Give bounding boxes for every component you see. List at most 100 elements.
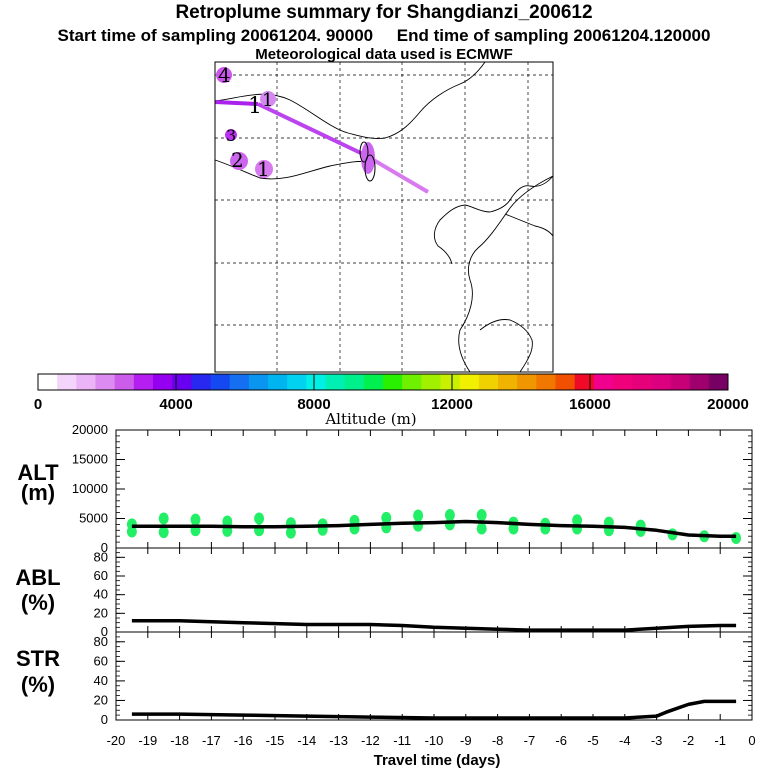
plume-label: 1 (262, 90, 273, 111)
colorbar-swatch (363, 374, 384, 390)
start-time-label: Start time of sampling 20061204. 90000 (57, 26, 374, 45)
y-tick-label: 20 (94, 692, 108, 707)
colorbar-swatch (191, 374, 211, 390)
colorbar-tick-label: 4000 (159, 396, 192, 413)
colorbar-frame (37, 373, 729, 391)
x-tick-label: -20 (107, 733, 126, 748)
plume-track-mid (257, 102, 366, 157)
panel-abl: 0 20 40 60 80 ABL(%) (15, 547, 753, 639)
colorbar-tick-label: 8000 (297, 396, 330, 413)
scatter-point (158, 526, 169, 539)
y-tick-label: 40 (94, 673, 108, 688)
plume-marker (230, 152, 248, 170)
colorbar-tick-label: 20000 (707, 396, 749, 413)
scatter-point (444, 508, 455, 521)
colorbar-swatch (344, 374, 365, 390)
met-data-subtitle: Meteorological data used is ECMWF (255, 46, 513, 63)
x-tick-label: -7 (524, 733, 536, 748)
y-tick-label: 80 (94, 549, 108, 564)
colorbar-swatch (574, 374, 595, 390)
x-tick-label: -6 (555, 733, 567, 748)
colorbar-swatch (210, 374, 231, 390)
plume-source-contour (364, 154, 376, 182)
y-tick-label: 60 (94, 653, 108, 668)
panel-frame (115, 547, 753, 633)
x-tick-label: -15 (266, 733, 285, 748)
scatter-point (285, 526, 296, 539)
colorbar-swatch (536, 374, 556, 390)
y-tick-label: 0 (101, 540, 108, 555)
plume-marker (216, 67, 232, 83)
colorbar-swatch (498, 374, 518, 390)
scatter-point (731, 531, 742, 544)
y-axis-label: ALT (17, 460, 59, 485)
plume-map: 4 3 2 1 1 1 (214, 61, 554, 373)
colorbar-swatch (555, 374, 576, 390)
plume-track-lower (363, 153, 430, 194)
panel-str: 0 20 40 60 80 STR(%) (16, 631, 753, 727)
altitude-colorbar: 0 4000 8000 12000 16000 20000 (34, 373, 749, 413)
x-tick-label: -16 (234, 733, 253, 748)
scatter-point (126, 518, 137, 531)
colorbar-swatch (670, 374, 691, 390)
colorbar-swatch (229, 374, 250, 390)
colorbar-tick-label: 16000 (569, 396, 611, 413)
chart-title: Retroplume summary for Shangdianzi_20061… (175, 2, 593, 23)
plume-marker (260, 91, 276, 107)
colorbar-swatch (76, 374, 96, 390)
scatter-point (572, 514, 583, 527)
plume-label: 2 (231, 148, 244, 172)
colorbar-label: Altitude (m) (324, 410, 416, 428)
plume-source-contour (359, 141, 369, 163)
scatter-point (476, 522, 487, 535)
map-coastline-peninsula (433, 175, 554, 265)
colorbar-swatch (287, 374, 307, 390)
x-tick-label: -9 (460, 733, 472, 748)
colorbar-swatch (421, 374, 441, 390)
scatter-point (222, 515, 233, 528)
y-tick-label: 60 (94, 568, 108, 583)
y-tick-label: 20 (94, 605, 108, 620)
x-tick-label: -18 (170, 733, 189, 748)
y-tick-label: 10000 (72, 481, 108, 496)
colorbar-swatch (708, 374, 729, 390)
map-frame (214, 61, 554, 373)
plume-label: 1 (248, 94, 262, 119)
x-tick-label: -10 (425, 733, 444, 748)
y-tick-label: 80 (94, 634, 108, 649)
colorbar-swatch (440, 374, 461, 390)
x-tick-label: -3 (651, 733, 663, 748)
colorbar-swatch (248, 374, 269, 390)
y-tick-label: 40 (94, 587, 108, 602)
x-tick-label: 0 (748, 733, 755, 748)
colorbar-swatch (325, 374, 346, 390)
plume-label: 4 (218, 63, 231, 87)
x-tick-label: -11 (393, 733, 411, 748)
colorbar-swatch (95, 374, 116, 390)
end-time-label: End time of sampling 20061204.120000 (396, 26, 711, 45)
colorbar-swatch (517, 374, 537, 390)
x-tick-label: -13 (329, 733, 348, 748)
colorbar-swatch (689, 374, 710, 390)
scatter-point (381, 511, 392, 524)
colorbar-swatch (38, 374, 58, 390)
panel-alt: 0 5000 10000 15000 20000 ALT(m) (17, 422, 753, 555)
colorbar-swatch (459, 374, 480, 390)
x-tick-label: -4 (619, 733, 631, 748)
scatter-point (413, 509, 424, 522)
series-line (131, 699, 737, 720)
time-series-panels: 05000100001500020000ALT(m)020406080ABL(%… (15, 422, 755, 748)
colorbar-swatch (478, 374, 499, 390)
plume-marker (225, 129, 237, 141)
y-axis-unit: (%) (21, 590, 55, 615)
colorbar-swatch (114, 374, 135, 390)
colorbar-tick-label: 12000 (431, 396, 473, 413)
colorbar-tick-label: 0 (34, 396, 42, 413)
colorbar-swatch (57, 374, 77, 390)
y-axis-unit: (m) (21, 480, 55, 505)
panel-frame (115, 631, 753, 721)
y-tick-label: 20000 (72, 422, 108, 437)
colorbar-swatch (593, 374, 614, 390)
x-tick-label: -14 (297, 733, 316, 748)
